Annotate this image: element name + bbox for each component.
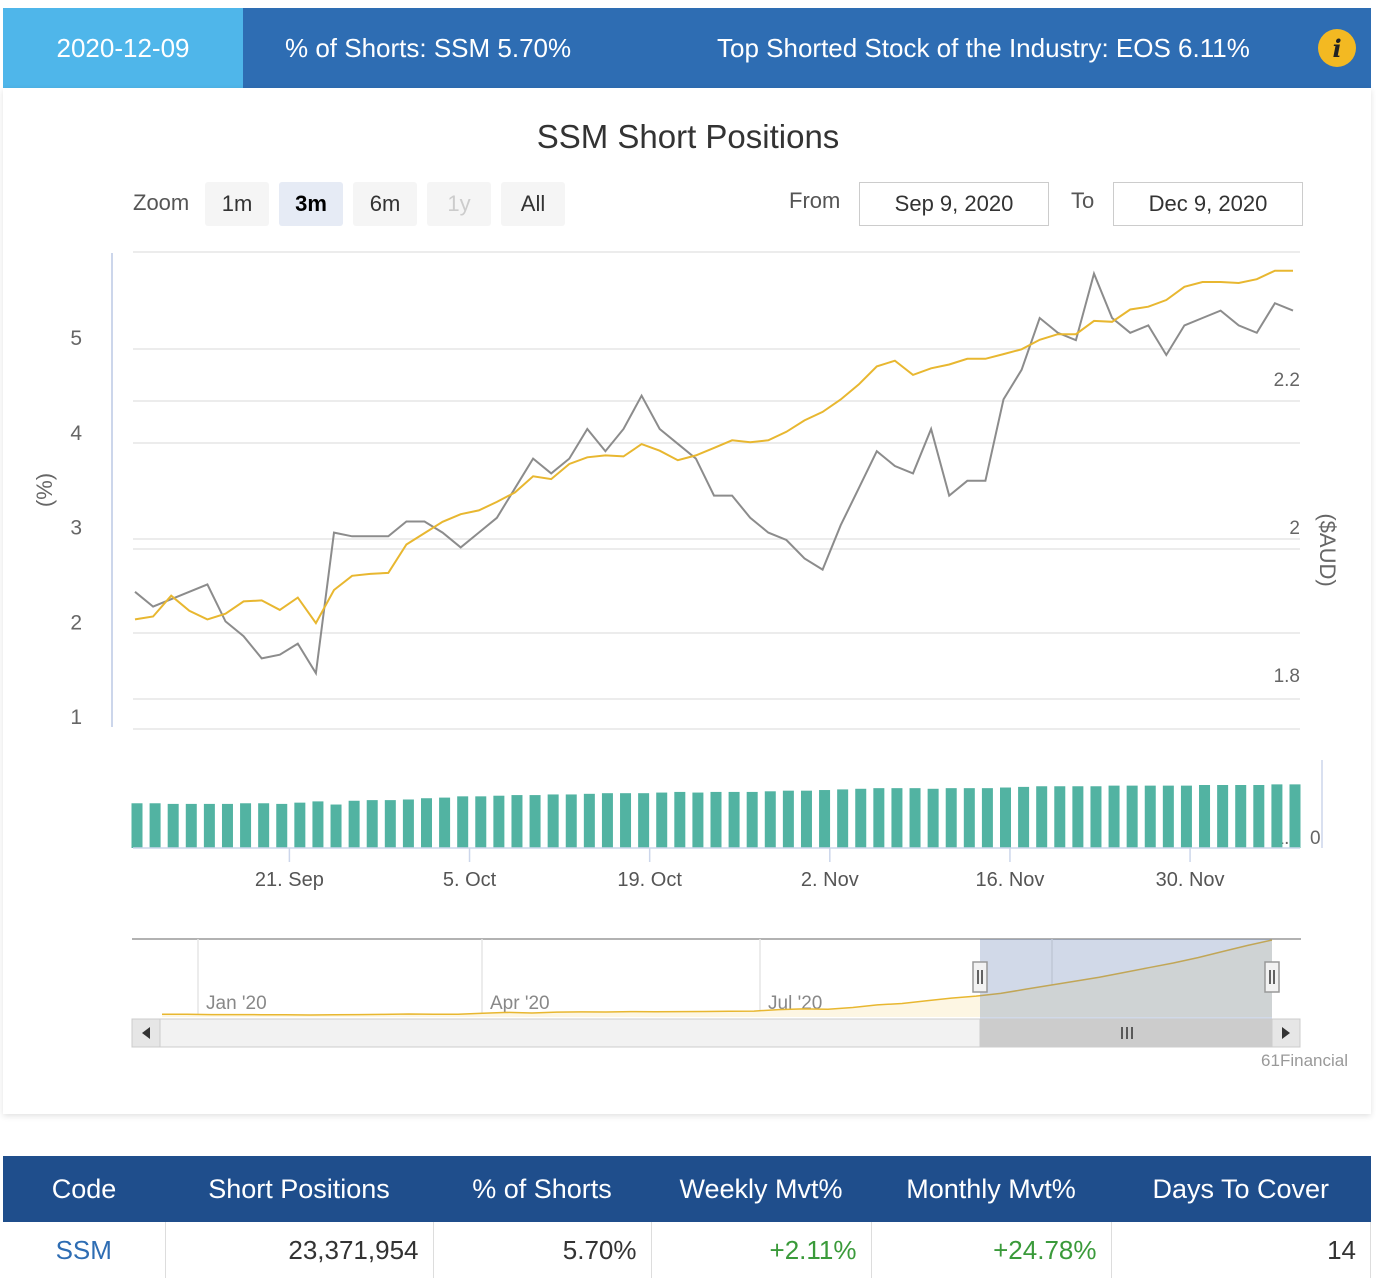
zoom-all-button[interactable]: All [501, 182, 565, 226]
from-date-input[interactable]: Sep 9, 2020 [859, 182, 1049, 226]
table-header-row: Code Short Positions % of Shorts Weekly … [3, 1156, 1371, 1222]
header-weekly-mvt: Weekly Mvt% [651, 1156, 871, 1222]
to-date-input[interactable]: Dec 9, 2020 [1113, 182, 1303, 226]
to-label: To [1071, 188, 1095, 213]
cell-days-to-cover: 14 [1111, 1222, 1371, 1278]
cell-weekly-mvt: +2.11% [651, 1222, 872, 1278]
from-label: From [789, 188, 841, 213]
top-shorted-text: Top Shorted Stock of the Industry: EOS 6… [717, 32, 1250, 63]
zoom-1m-button[interactable]: 1m [205, 182, 269, 226]
date-tab: 2020-12-09 [3, 8, 243, 88]
cell-monthly-mvt: +24.78% [871, 1222, 1112, 1278]
info-icon[interactable]: i [1318, 29, 1356, 67]
header-monthly-mvt: Monthly Mvt% [871, 1156, 1111, 1222]
cell-short-positions: 23,371,954 [165, 1222, 434, 1278]
cell-code[interactable]: SSM [3, 1222, 166, 1278]
cell-pct-shorts: 5.70% [433, 1222, 652, 1278]
short-positions-table: Code Short Positions % of Shorts Weekly … [3, 1156, 1371, 1278]
chart-card [3, 88, 1371, 1114]
zoom-3m-button[interactable]: 3m [279, 182, 343, 226]
pct-of-shorts-text: % of Shorts: SSM 5.70% [285, 32, 572, 63]
table-row: SSM 23,371,954 5.70% +2.11% +24.78% 14 [3, 1222, 1371, 1278]
zoom-label: Zoom [133, 190, 190, 215]
zoom-1y-button[interactable]: 1y [427, 182, 491, 226]
chart-title: SSM Short Positions [536, 118, 840, 155]
header-days-to-cover: Days To Cover [1111, 1156, 1371, 1222]
top-info-bar: 2020-12-09 % of Shorts: SSM 5.70% Top Sh… [3, 8, 1371, 88]
zoom-6m-button[interactable]: 6m [353, 182, 417, 226]
header-pct-shorts: % of Shorts [433, 1156, 651, 1222]
header-code: Code [3, 1156, 165, 1222]
header-short-positions: Short Positions [165, 1156, 433, 1222]
